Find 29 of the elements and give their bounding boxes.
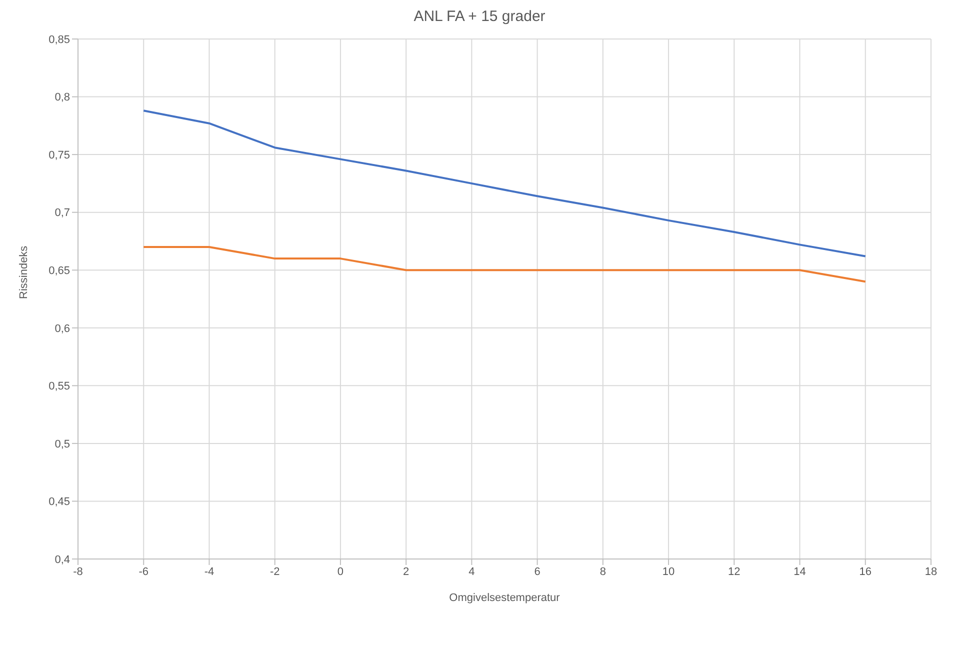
y-tick-label: 0,7: [54, 207, 70, 220]
y-tick-label: 0,65: [48, 265, 70, 278]
x-tick-label: -8: [73, 566, 83, 578]
y-tick-label: 0,6: [54, 322, 70, 335]
x-tick-label: 0: [337, 566, 344, 578]
chart-title: ANL FA + 15 grader: [412, 8, 546, 25]
x-tick-label: 2: [403, 566, 410, 578]
y-axis-title: Rissindeks: [18, 245, 30, 299]
y-tick-label: 0,55: [48, 380, 70, 393]
x-tick-label: 10: [662, 566, 675, 578]
y-tick-label: 0,5: [54, 438, 70, 450]
x-tick-label: 12: [728, 566, 740, 578]
x-tick-label: 16: [859, 566, 872, 578]
y-tick-label: 0,8: [54, 92, 70, 104]
x-tick-label: -4: [204, 566, 214, 578]
x-tick-label: 18: [924, 566, 938, 578]
y-tick-label: 0,4: [54, 554, 70, 566]
x-tick-label: -6: [138, 566, 149, 578]
y-tick-label: 0,45: [48, 496, 70, 508]
y-tick-label: 0,75: [48, 149, 70, 162]
line-series: [142, 246, 866, 283]
x-tick-label: 6: [534, 566, 540, 578]
x-tick-label: 8: [600, 566, 606, 578]
x-tick-label: 14: [794, 566, 806, 578]
x-tick-label: 4: [468, 566, 475, 578]
x-axis-title: Omgivelsestemperatur: [449, 592, 560, 604]
y-tick-label: 0,85: [48, 34, 70, 46]
line-series: [142, 110, 866, 258]
x-tick-label: -2: [270, 566, 280, 578]
